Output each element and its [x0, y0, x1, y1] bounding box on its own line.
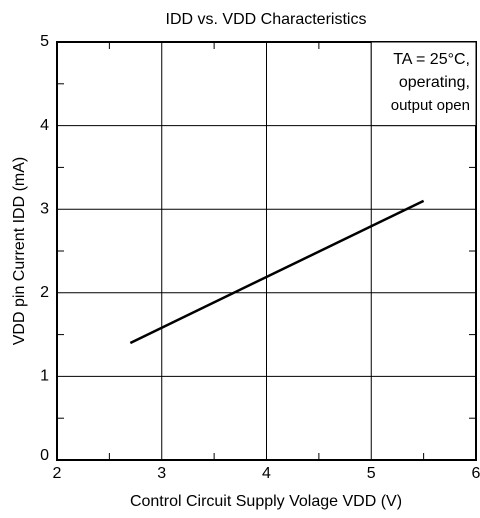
- x-tick-label: 3: [157, 465, 166, 482]
- y-tick-label: 5: [40, 33, 49, 50]
- y-tick-label: 3: [40, 200, 49, 217]
- annotation: TA = 25°C,: [393, 51, 470, 68]
- annotation: operating,: [399, 74, 470, 91]
- plot-frame: [56, 41, 477, 461]
- annotation: output open: [391, 97, 470, 114]
- data-line: [129, 199, 425, 345]
- y-axis-label: VDD pin Current IDD (mA): [11, 157, 28, 345]
- x-tick-label: 5: [367, 465, 376, 482]
- y-tick-label: 2: [40, 284, 49, 301]
- x-tick-label: 4: [262, 465, 271, 482]
- annotation-box: [370, 41, 477, 127]
- y-tick-label: 0: [40, 447, 49, 464]
- x-tick-label: 2: [53, 465, 62, 482]
- chart-title: IDD vs. VDD Characteristics: [166, 11, 367, 28]
- x-tick-label: 6: [472, 465, 480, 482]
- x-axis-label: Control Circuit Supply Volage VDD (V): [130, 493, 402, 510]
- y-tick-label: 1: [40, 368, 49, 385]
- y-tick-label: 4: [40, 117, 49, 134]
